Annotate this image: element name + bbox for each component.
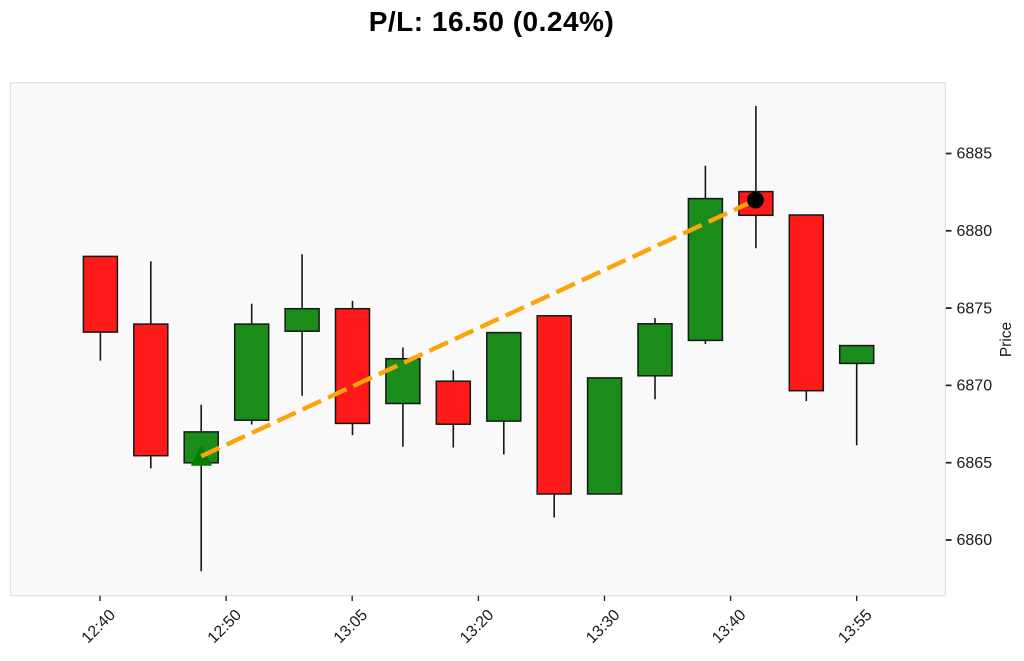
svg-text:6885: 6885	[957, 146, 993, 163]
svg-text:6875: 6875	[957, 300, 993, 317]
svg-text:6860: 6860	[957, 532, 993, 549]
svg-text:P/L: 16.50 (0.24%): P/L: 16.50 (0.24%)	[369, 6, 615, 37]
svg-text:6870: 6870	[957, 378, 993, 395]
svg-text:6880: 6880	[957, 223, 993, 240]
svg-text:Price: Price	[998, 322, 1015, 357]
svg-text:6865: 6865	[957, 455, 993, 472]
